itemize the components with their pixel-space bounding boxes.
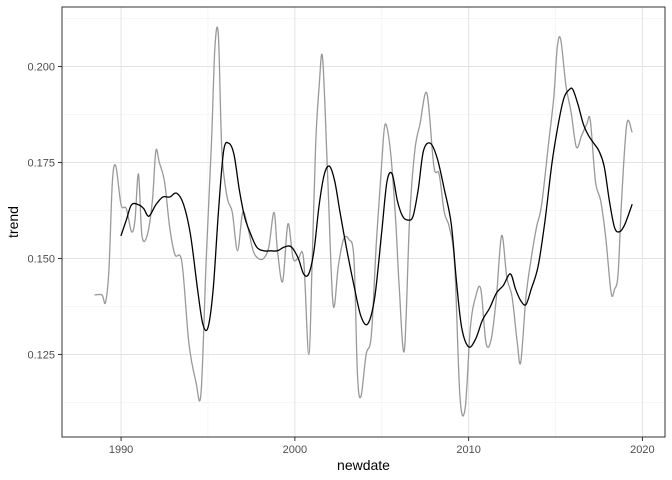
y-tick-label: 0.200	[27, 62, 55, 74]
series-layer	[94, 26, 633, 417]
x-tick-label: 2010	[456, 444, 480, 456]
x-axis-title: newdate	[337, 457, 390, 473]
x-tick-label: 2000	[283, 444, 307, 456]
y-axis: 0.125 0.150 0.175 0.200	[27, 62, 62, 361]
y-tick-label: 0.150	[27, 253, 55, 265]
y-axis-title: trend	[5, 206, 21, 238]
x-tick-label: 2020	[630, 444, 654, 456]
x-axis: 1990 2000 2010 2020	[109, 437, 655, 456]
raw-trend-line	[94, 26, 633, 417]
x-tick-label: 1990	[109, 444, 133, 456]
smoothed-trend-line	[120, 87, 633, 348]
y-tick-label: 0.125	[27, 349, 55, 361]
plot-border	[61, 6, 666, 438]
y-tick-label: 0.175	[27, 157, 55, 169]
